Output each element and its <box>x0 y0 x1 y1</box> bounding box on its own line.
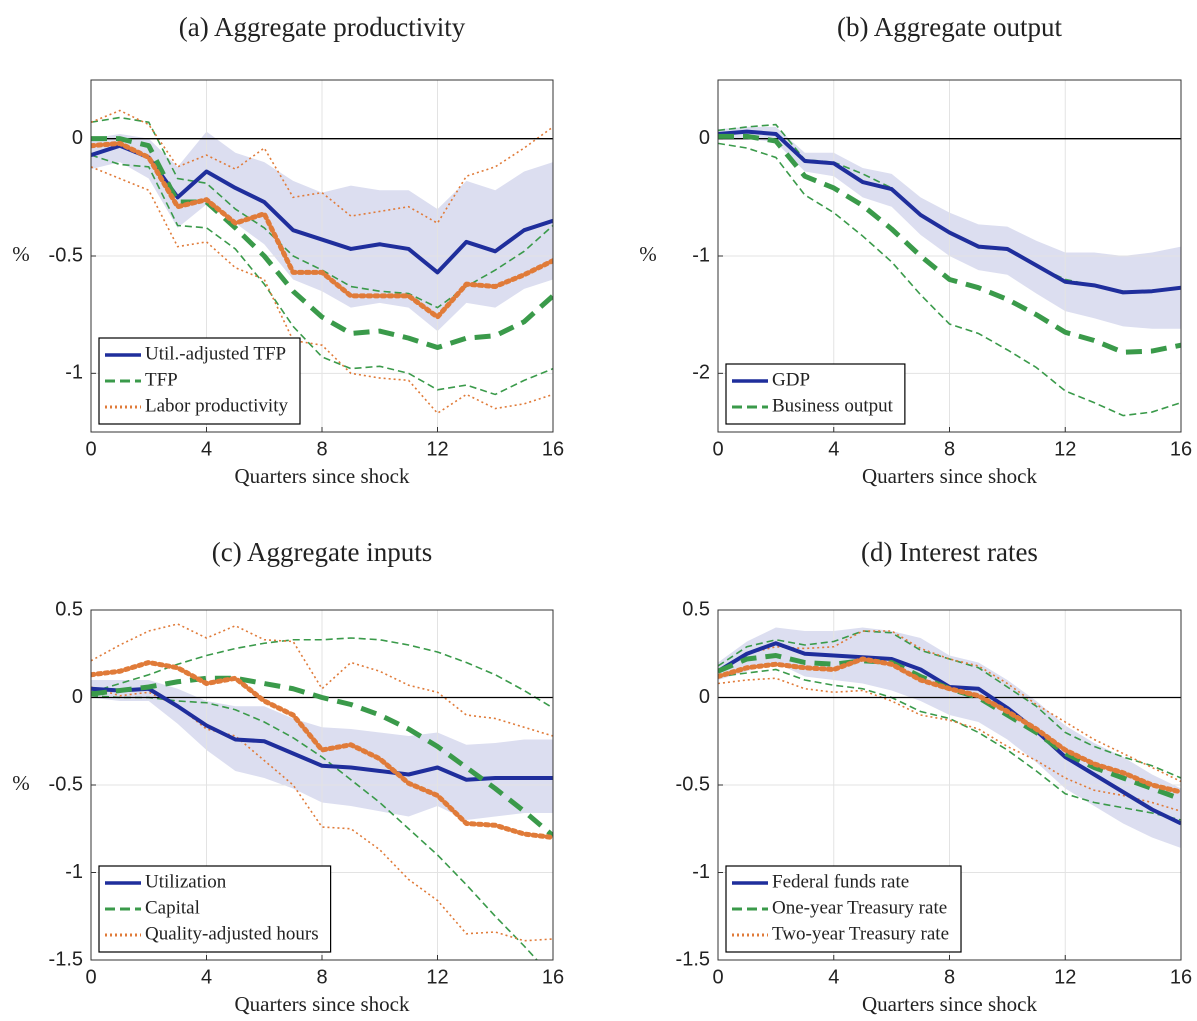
x-tick-label: 8 <box>316 438 327 460</box>
y-tick-label: 0 <box>699 127 710 149</box>
y-tick-label: -2 <box>692 362 710 384</box>
plot-frame <box>90 79 554 433</box>
x-axis-label: Quarters since shock <box>235 464 410 488</box>
legend-label: TFP <box>145 369 178 390</box>
bound-line <box>91 154 553 396</box>
y-tick-label: -1 <box>65 861 83 883</box>
bound-line <box>91 166 553 415</box>
y-axis-label: % <box>639 242 657 266</box>
x-tick-label: 12 <box>1054 966 1076 988</box>
x-tick-label: 16 <box>1170 966 1192 988</box>
panel-title: (a) Aggregate productivity <box>179 12 466 42</box>
legend-label: Quality-adjusted hours <box>145 923 319 944</box>
legend: Federal funds rate One-year Treasury rate… <box>725 865 962 953</box>
x-axis-label: Quarters since shock <box>862 464 1037 488</box>
plot-frame <box>90 609 554 961</box>
y-tick-label: -1.5 <box>49 948 83 970</box>
series-line <box>91 686 553 782</box>
plot-frame <box>717 609 1182 961</box>
series-line <box>91 675 553 838</box>
x-tick-label: 12 <box>1054 438 1076 460</box>
x-tick-label: 16 <box>542 438 564 460</box>
legend-label: Utilization <box>145 871 227 892</box>
x-tick-label: 0 <box>85 438 96 460</box>
x-tick-label: 0 <box>85 966 96 988</box>
x-tick-label: 4 <box>828 966 839 988</box>
series-line <box>91 660 553 840</box>
x-tick-label: 4 <box>828 438 839 460</box>
bound-line <box>718 142 1181 417</box>
y-tick-label: -1 <box>692 861 710 883</box>
x-tick-label: 4 <box>201 438 212 460</box>
legend-box <box>725 363 906 425</box>
x-tick-label: 16 <box>542 966 564 988</box>
x-tick-label: 0 <box>712 438 723 460</box>
legend-label: Business output <box>772 395 894 416</box>
x-tick-label: 8 <box>316 966 327 988</box>
panel: 0 4 8 12 16 -1.5 -1 -0.5 0 0.5 (d) Interest rates Q… <box>676 537 1193 1016</box>
legend-label: Util.-adjusted TFP <box>145 343 286 364</box>
x-axis-label: Quarters since shock <box>862 992 1037 1016</box>
panel: 0 4 8 12 16 -2 -1 0 (b) Aggregate output Quarters… <box>639 12 1192 488</box>
x-tick-label: 0 <box>712 966 723 988</box>
y-tick-label: 0.5 <box>682 598 710 620</box>
legend-box <box>98 337 301 425</box>
y-tick-label: 0 <box>72 127 83 149</box>
x-tick-label: 12 <box>426 966 448 988</box>
legend-label: Capital <box>145 897 200 918</box>
y-tick-label: 0 <box>72 686 83 708</box>
legend-label: Labor productivity <box>145 395 288 416</box>
panel-title: (d) Interest rates <box>861 537 1038 567</box>
plot-frame <box>717 79 1182 433</box>
x-tick-label: 16 <box>1170 438 1192 460</box>
legend-label: Federal funds rate <box>772 871 909 892</box>
x-tick-label: 8 <box>944 438 955 460</box>
y-tick-label: -0.5 <box>49 244 83 266</box>
y-tick-label: -0.5 <box>676 773 710 795</box>
bound-line <box>718 668 1181 821</box>
series-line <box>718 656 1181 795</box>
x-tick-label: 4 <box>201 966 212 988</box>
legend: Util.-adjusted TFP TFP Labor productivity <box>98 337 301 425</box>
bound-line <box>718 630 1181 783</box>
y-axis-label: % <box>12 242 30 266</box>
panel: 0 4 8 12 16 -1.5 -1 -0.5 0 0.5 (c) Aggregate input… <box>12 537 564 1016</box>
legend: Utilization Capital Quality-adjusted hours <box>98 865 332 953</box>
y-tick-label: 0 <box>699 686 710 708</box>
legend-label: GDP <box>772 369 810 390</box>
panel-title: (b) Aggregate output <box>837 12 1062 42</box>
y-tick-label: -0.5 <box>49 773 83 795</box>
series-line <box>91 140 553 320</box>
y-tick-label: -1.5 <box>676 948 710 970</box>
panel: 0 4 8 12 16 -1 -0.5 0 (a) Aggregate productivity… <box>12 12 564 488</box>
y-tick-label: -1 <box>692 244 710 266</box>
legend-label: One-year Treasury rate <box>772 897 947 918</box>
x-tick-label: 8 <box>944 966 955 988</box>
series-line <box>718 133 1181 355</box>
x-tick-label: 12 <box>426 438 448 460</box>
bound-line <box>91 623 553 737</box>
legend-label: Two-year Treasury rate <box>772 923 949 944</box>
series-line <box>718 653 1181 802</box>
series-line <box>91 136 553 351</box>
y-axis-label: % <box>12 771 30 795</box>
bound-line <box>718 677 1181 813</box>
legend: GDP Business output <box>725 363 906 425</box>
series-line <box>718 129 1181 295</box>
x-axis-label: Quarters since shock <box>235 992 410 1016</box>
bound-line <box>91 116 553 309</box>
y-tick-label: -1 <box>65 362 83 384</box>
bound-line <box>718 630 1181 779</box>
panel-title: (c) Aggregate inputs <box>212 537 432 567</box>
y-tick-label: 0.5 <box>55 598 83 620</box>
